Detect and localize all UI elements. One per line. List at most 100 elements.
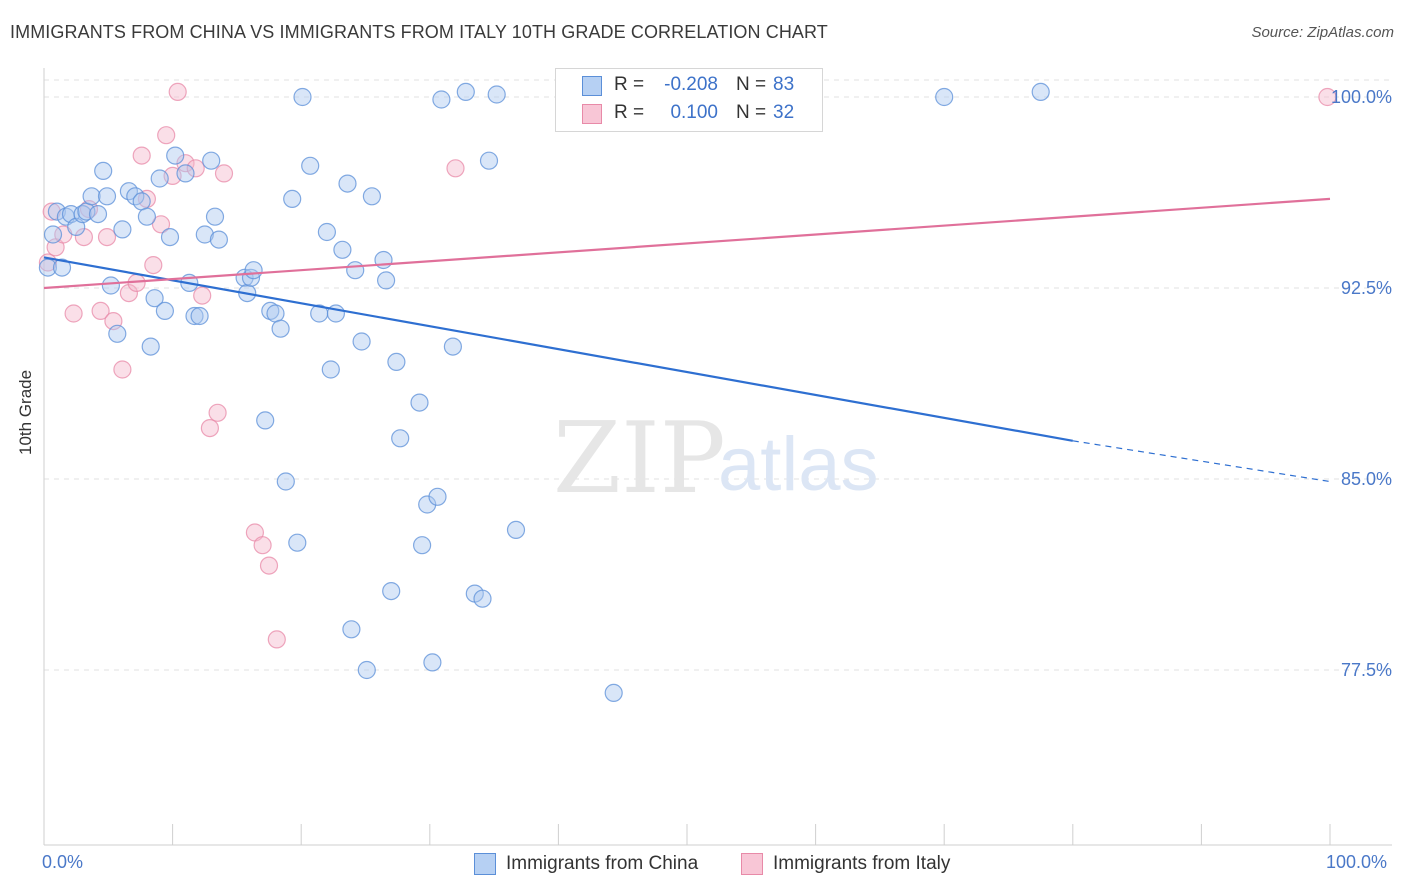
china-point — [266, 304, 285, 323]
n-label: N = — [736, 74, 767, 95]
china-point — [166, 146, 185, 165]
china-point — [321, 360, 340, 379]
italy-point — [132, 146, 151, 165]
china-point — [202, 151, 221, 170]
x-tick-label-min: 0.0% — [42, 852, 84, 872]
china-point — [190, 306, 209, 326]
italy-point — [168, 82, 187, 102]
china-point — [195, 225, 214, 244]
china-point — [205, 207, 225, 226]
italy-point — [1318, 87, 1337, 107]
china-point — [185, 306, 204, 326]
italy-point — [97, 228, 117, 247]
china-point — [88, 205, 108, 224]
italy-point — [208, 403, 227, 422]
italy-point — [91, 301, 110, 320]
china-point — [338, 174, 357, 193]
china-point — [362, 187, 381, 206]
italy-point — [200, 419, 219, 438]
y-tick-label: 77.5% — [1340, 660, 1392, 680]
china-swatch — [474, 853, 496, 875]
italy-point — [186, 159, 205, 178]
stats-row-china: R = -0.208 N = 83 — [556, 73, 822, 99]
trend-lines — [43, 197, 1331, 483]
italy-point — [253, 536, 272, 555]
china-point — [97, 187, 117, 206]
china-swatch — [582, 76, 602, 96]
italy-swatch — [582, 104, 602, 124]
italy-point — [74, 228, 94, 247]
italy-point — [113, 360, 132, 379]
china-point — [333, 240, 352, 259]
china-point — [271, 319, 290, 338]
china-point — [487, 85, 506, 104]
legend-label: Immigrants from Italy — [773, 853, 951, 874]
china-point — [145, 289, 164, 308]
grid-lines — [44, 79, 1390, 671]
axes — [43, 68, 1392, 846]
china-point — [456, 82, 475, 102]
china-point — [479, 151, 499, 170]
china-point — [256, 411, 275, 430]
italy-point — [151, 215, 171, 234]
china-point — [443, 337, 462, 356]
x-tick-label-max: 100.0% — [1326, 852, 1388, 872]
r-label: R = — [614, 102, 645, 123]
italy-point — [157, 126, 176, 145]
n-label: N = — [736, 102, 767, 123]
china-point — [357, 660, 376, 680]
y-tick-label: 100.0% — [1330, 87, 1392, 107]
china-point — [342, 620, 361, 639]
china-point — [261, 301, 280, 320]
china-point — [410, 393, 429, 412]
china-point — [82, 187, 101, 206]
china-point — [387, 352, 406, 371]
italy-point — [144, 256, 163, 275]
china-point — [132, 192, 151, 211]
stats-row-italy: R = 0.100 N = 32 — [556, 101, 822, 127]
series-italy-points — [38, 82, 1337, 649]
watermark-atlas: atlas — [718, 422, 879, 507]
china-point — [155, 301, 174, 320]
china-point — [428, 487, 447, 506]
italy-point — [214, 164, 234, 183]
watermark-zip: ZIP — [553, 402, 726, 516]
italy-point — [42, 202, 61, 221]
r-value: -0.208 — [664, 74, 718, 95]
china-point — [113, 220, 132, 239]
china-point — [604, 683, 623, 703]
china-point — [283, 189, 302, 208]
china-point — [276, 472, 295, 491]
china-point — [1031, 82, 1050, 102]
china-point — [346, 261, 365, 280]
china-point — [52, 258, 72, 277]
china-point — [288, 533, 307, 552]
stats-legend: R = -0.208 N = 83 R = 0.100 N = 32 — [555, 68, 823, 132]
italy-point — [267, 630, 286, 649]
italy-point — [64, 304, 83, 323]
chart-title: IMMIGRANTS FROM CHINA VS IMMIGRANTS FROM… — [10, 22, 828, 42]
series-china-points — [38, 82, 1050, 703]
china-point — [432, 90, 451, 109]
china-point — [413, 536, 432, 555]
italy-point — [446, 159, 465, 178]
italy-point — [193, 286, 212, 305]
n-value: 83 — [773, 74, 795, 95]
china-point — [473, 589, 492, 608]
china-point — [382, 581, 401, 601]
china-point — [935, 87, 954, 107]
china-point — [352, 332, 371, 351]
china-trend-extension — [1072, 440, 1331, 483]
china-point — [101, 276, 121, 295]
china-point — [43, 225, 63, 244]
italy-point — [119, 284, 138, 303]
china-point — [391, 429, 410, 448]
r-label: R = — [614, 74, 645, 95]
china-point — [377, 271, 396, 290]
r-value: 0.100 — [670, 102, 718, 123]
y-tick-label: 92.5% — [1340, 278, 1392, 298]
china-point — [209, 230, 228, 249]
china-point — [137, 207, 156, 226]
y-tick-label: 85.0% — [1340, 469, 1392, 489]
